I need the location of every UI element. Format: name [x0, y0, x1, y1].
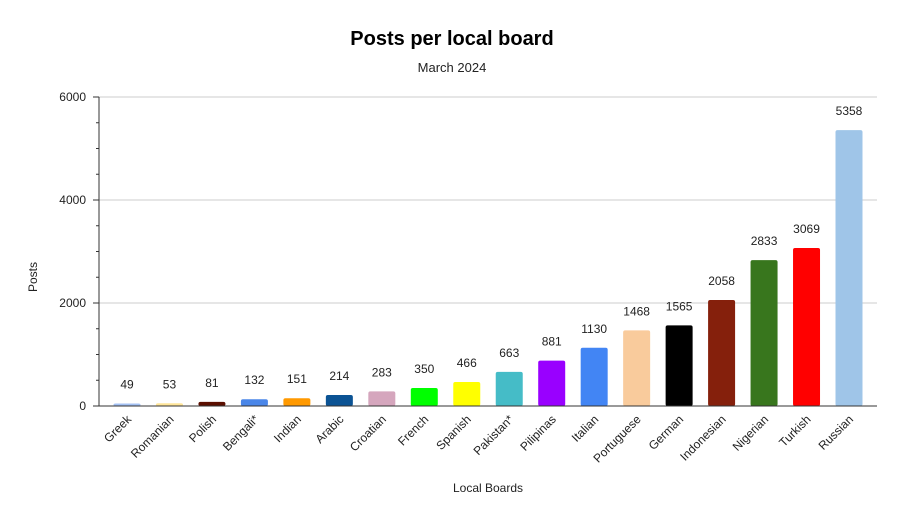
- bar: [580, 347, 608, 406]
- y-tick-label: 2000: [59, 296, 86, 310]
- data-label: 5358: [836, 104, 863, 118]
- y-tick-label: 4000: [59, 193, 86, 207]
- data-labels: 49 53 81 132 151 214 283 350 466 663 881 1130 1468 15…: [120, 104, 862, 391]
- data-label: 81: [205, 376, 219, 390]
- chart-subtitle: March 2024: [418, 60, 487, 75]
- bar: [793, 247, 821, 406]
- x-tick-label: Pilipinas: [517, 412, 559, 454]
- x-tick-label: Greek: [101, 412, 135, 446]
- bars: [113, 130, 863, 407]
- data-label: 2058: [708, 274, 735, 288]
- gridlines: [99, 96, 877, 304]
- x-tick-label: Polish: [186, 412, 219, 445]
- bar: [538, 360, 566, 406]
- x-tick-label: Arabic: [313, 412, 347, 446]
- data-label: 466: [457, 356, 477, 370]
- bar: [240, 399, 268, 406]
- data-label: 350: [414, 362, 434, 376]
- bar: [623, 330, 651, 406]
- x-axis-label: Local Boards: [453, 481, 523, 495]
- x-tick-label: Nigerian: [730, 412, 772, 454]
- bar: [750, 260, 778, 406]
- data-label: 1130: [581, 322, 607, 336]
- data-label: 49: [120, 377, 134, 391]
- chart-title: Posts per local board: [350, 28, 553, 50]
- x-tick-label: Romanian: [128, 412, 177, 461]
- bar: [708, 300, 736, 406]
- x-tick-label: Russian: [816, 412, 857, 453]
- y-axis-ticks: 0 2000 4000 6000: [59, 90, 99, 413]
- y-tick-label: 0: [79, 399, 86, 413]
- data-label: 151: [287, 372, 307, 386]
- data-label: 1565: [666, 299, 693, 313]
- data-label: 1468: [623, 304, 650, 318]
- x-tick-label: Italian: [569, 412, 602, 445]
- y-axis-label: Posts: [26, 262, 40, 292]
- data-label: 214: [329, 369, 349, 383]
- bar: [453, 382, 481, 406]
- data-label: 881: [542, 335, 562, 349]
- bar: [198, 401, 226, 406]
- x-tick-label: Turkish: [776, 412, 813, 449]
- data-label: 3069: [793, 222, 820, 236]
- bar: [495, 371, 523, 406]
- y-tick-label: 6000: [59, 90, 86, 104]
- data-label: 2833: [751, 234, 778, 248]
- x-tick-label: Croatian: [347, 412, 389, 454]
- bar: [283, 398, 311, 406]
- bar: [835, 130, 863, 407]
- bar: [368, 391, 396, 406]
- x-tick-label: French: [395, 412, 431, 448]
- x-tick-label: German: [646, 412, 687, 453]
- bar: [665, 325, 693, 406]
- data-label: 283: [372, 365, 392, 379]
- x-tick-label: Spanish: [433, 412, 474, 453]
- data-label: 132: [244, 373, 264, 387]
- x-tick-label: Indonesian: [677, 412, 728, 463]
- bar: [325, 394, 353, 406]
- x-tick-label: Pakistan*: [471, 412, 517, 458]
- data-label: 663: [499, 346, 519, 360]
- bar: [410, 387, 438, 406]
- x-tick-label: Bengali*: [220, 412, 262, 454]
- bar: [113, 403, 141, 406]
- x-tick-label: Indian: [271, 412, 304, 445]
- bar: [155, 403, 183, 406]
- data-label: 53: [163, 377, 177, 391]
